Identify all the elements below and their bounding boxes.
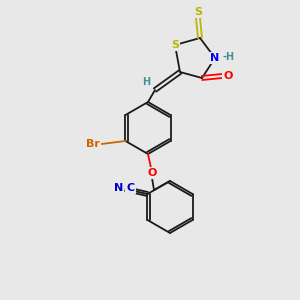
Text: N: N: [114, 183, 123, 193]
Text: O: O: [223, 71, 233, 81]
Text: C: C: [126, 183, 134, 193]
Text: -H: -H: [223, 52, 235, 62]
Text: S: S: [171, 40, 179, 50]
Text: Br: Br: [85, 139, 99, 149]
Text: O: O: [147, 168, 157, 178]
Text: N: N: [210, 53, 220, 63]
Text: H: H: [142, 77, 150, 87]
Text: S: S: [194, 7, 202, 17]
